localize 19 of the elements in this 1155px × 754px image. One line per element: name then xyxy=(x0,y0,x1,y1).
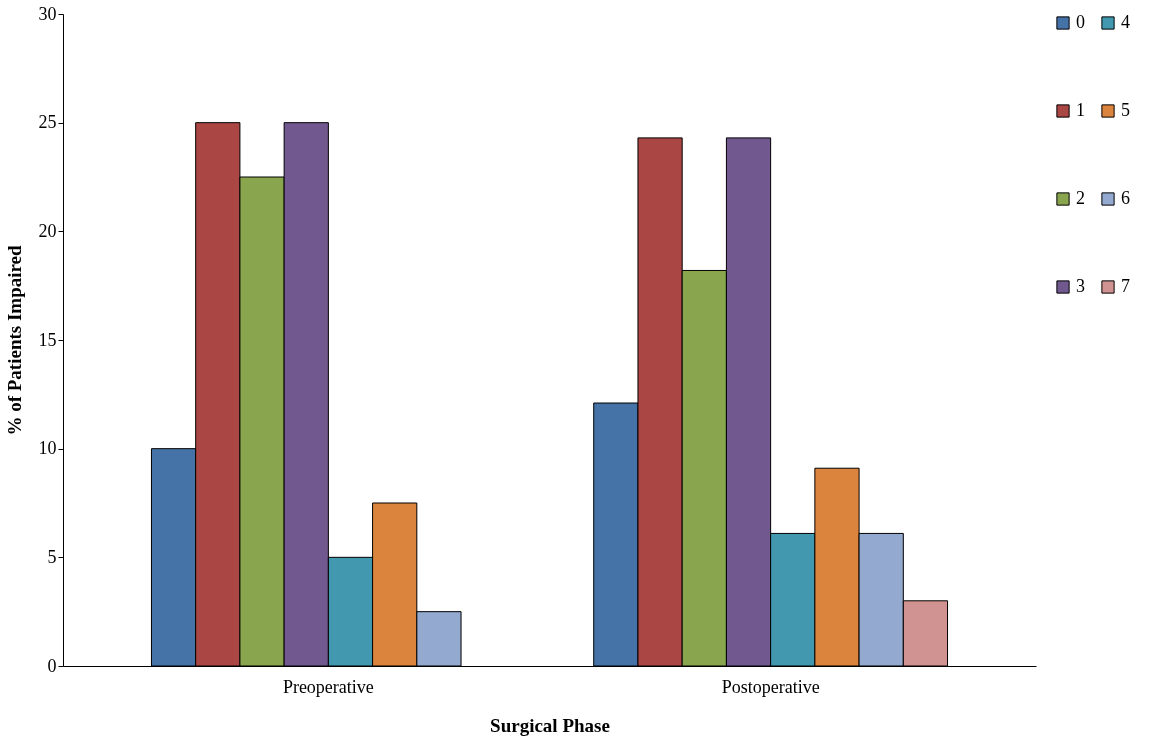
legend-label: 1 xyxy=(1076,100,1085,120)
legend-label: 6 xyxy=(1121,188,1130,208)
y-tick-label: 20 xyxy=(38,220,57,241)
x-tick-label: Preoperative xyxy=(282,676,374,697)
y-axis-title: % of Patients Impaired xyxy=(3,244,25,436)
x-axis-title: Surgical Phase xyxy=(490,714,610,736)
legend-label: 7 xyxy=(1121,276,1130,296)
y-tick-label: 5 xyxy=(47,546,57,567)
y-tick-label: 10 xyxy=(38,438,57,459)
y-tick-label: 0 xyxy=(47,655,57,676)
y-tick-label: 25 xyxy=(38,112,57,133)
legend-label: 2 xyxy=(1076,188,1085,208)
legend-label: 4 xyxy=(1121,12,1130,32)
y-tick-label: 15 xyxy=(38,329,57,350)
legend-label: 5 xyxy=(1121,100,1130,120)
y-tick-label: 30 xyxy=(38,3,57,24)
legend-label: 3 xyxy=(1076,276,1085,296)
legend-label: 0 xyxy=(1076,12,1085,32)
x-tick-label: Postoperative xyxy=(721,676,820,697)
